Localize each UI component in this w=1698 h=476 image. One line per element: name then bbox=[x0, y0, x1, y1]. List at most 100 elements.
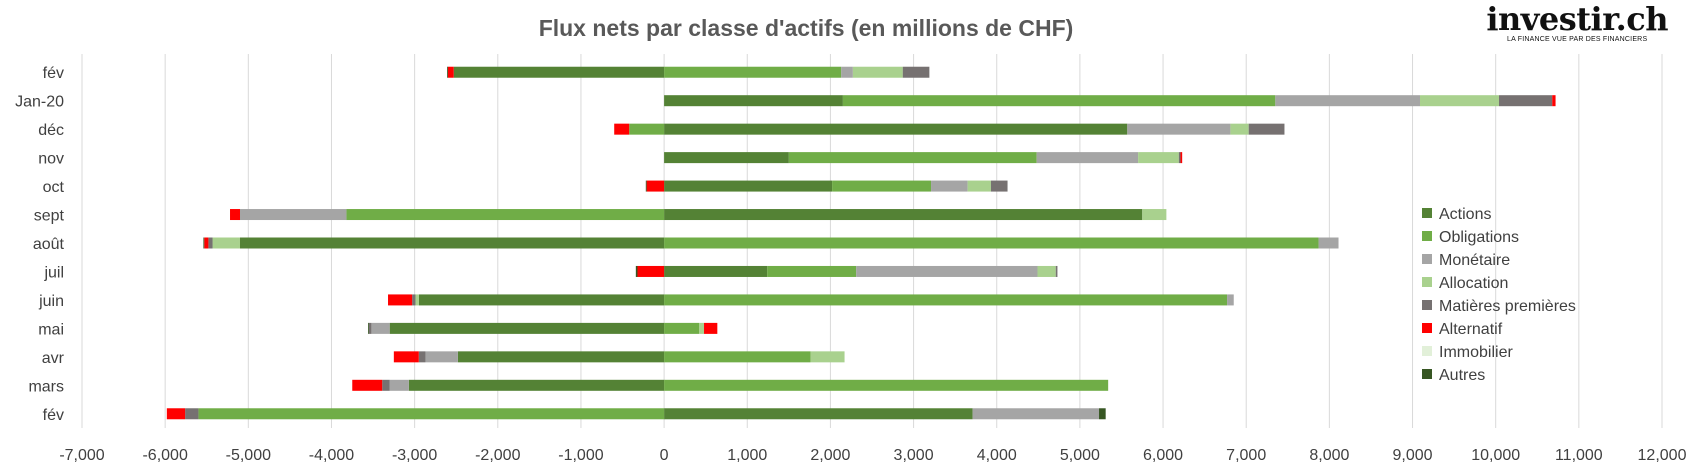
bar-segment-matieres-premieres bbox=[412, 294, 416, 306]
bar-segment-actions bbox=[240, 237, 665, 249]
bar-segment-obligations bbox=[664, 322, 700, 334]
bar-segment-monetaire bbox=[931, 180, 968, 192]
legend-label: Actions bbox=[1439, 206, 1491, 223]
bar-segment-matieres-premieres bbox=[1178, 152, 1181, 164]
bar-segment-obligations bbox=[788, 152, 1037, 164]
bar-segment-obligations bbox=[767, 265, 857, 277]
category-label: déc bbox=[38, 122, 64, 139]
legend-label: Monétaire bbox=[1439, 252, 1510, 269]
bar-segment-alternatif bbox=[388, 294, 413, 306]
x-tick-label: 1,000 bbox=[727, 447, 767, 464]
bar-segment-matieres-premieres bbox=[382, 379, 390, 391]
legend-label: Autres bbox=[1439, 367, 1485, 384]
bar-segment-obligations bbox=[664, 351, 811, 363]
bar-segment-alternatif bbox=[393, 351, 419, 363]
logo-name: investir.ch bbox=[1486, 0, 1668, 38]
bar-segment-autres bbox=[368, 322, 369, 334]
category-label: juil bbox=[43, 264, 64, 281]
bar-segment-monetaire bbox=[240, 209, 347, 221]
legend-swatch bbox=[1422, 208, 1432, 218]
x-tick-label: 8,000 bbox=[1309, 447, 1349, 464]
category-label: mars bbox=[28, 378, 64, 395]
bar-segment-monetaire bbox=[371, 322, 390, 334]
x-tick-label: 5,000 bbox=[1060, 447, 1100, 464]
category-label: avr bbox=[42, 350, 65, 367]
x-tick-label: -3,000 bbox=[392, 447, 437, 464]
bar-segment-actions bbox=[664, 123, 1128, 135]
bar-segment-allocation bbox=[1420, 95, 1500, 107]
legend-label: Obligations bbox=[1439, 229, 1519, 246]
bar-segment-obligations bbox=[832, 180, 932, 192]
bar-segment-allocation bbox=[1138, 152, 1179, 164]
bar-segment-actions bbox=[664, 265, 768, 277]
bar-segment-actions bbox=[664, 408, 973, 420]
legend-swatch bbox=[1422, 346, 1432, 356]
bar-segment-allocation bbox=[1230, 123, 1249, 135]
x-tick-label: -7,000 bbox=[59, 447, 104, 464]
bar-segment-autres bbox=[447, 66, 448, 78]
x-tick-label: -5,000 bbox=[226, 447, 271, 464]
x-tick-label: 4,000 bbox=[977, 447, 1017, 464]
bar-segment-alternatif bbox=[230, 209, 240, 221]
category-labels: fév Jan-20 déc nov oct sept août juil juin mai avr… bbox=[15, 65, 65, 424]
x-tick-label: -6,000 bbox=[142, 447, 187, 464]
bar-segment-monetaire bbox=[856, 265, 1038, 277]
bar-segment-allocation bbox=[1037, 265, 1056, 277]
bar-segment-alternatif bbox=[637, 265, 665, 277]
bar-segment-alternatif bbox=[646, 180, 665, 192]
bar-segment-autres bbox=[203, 237, 205, 249]
legend-label: Matières premières bbox=[1439, 298, 1576, 315]
bar-segment-matieres-premieres bbox=[1248, 123, 1285, 135]
bar-segment-alternatif bbox=[614, 123, 630, 135]
bar-segment-allocation bbox=[415, 294, 419, 306]
x-tick-label: 12,000 bbox=[1638, 447, 1687, 464]
bar-segment-alternatif bbox=[447, 66, 454, 78]
legend: Actions Obligations Monétaire Allocation Mat… bbox=[1422, 206, 1576, 384]
bar-segment-matieres-premieres bbox=[208, 237, 213, 249]
category-label: nov bbox=[38, 151, 64, 168]
bar-segment-actions bbox=[664, 209, 1143, 221]
chart-title: Flux nets par classe d'actifs (en millio… bbox=[539, 15, 1074, 41]
bar-segment-obligations bbox=[664, 379, 1109, 391]
bar-segment-monetaire bbox=[1227, 294, 1234, 306]
bar-segment-actions bbox=[457, 351, 665, 363]
bar-segment-monetaire bbox=[1318, 237, 1339, 249]
bar-segment-obligations bbox=[664, 66, 842, 78]
category-label: sept bbox=[34, 208, 65, 225]
bar-segment-allocation bbox=[1142, 209, 1167, 221]
bars-group bbox=[166, 66, 1556, 420]
category-label: mai bbox=[38, 321, 64, 338]
bar-segment-obligations bbox=[842, 95, 1276, 107]
x-tick-label: 3,000 bbox=[894, 447, 934, 464]
bar-segment-matieres-premieres bbox=[185, 408, 199, 420]
x-tick-label: -1,000 bbox=[558, 447, 603, 464]
bar-segment-monetaire bbox=[841, 66, 853, 78]
x-axis-ticks: -7,000 -6,000 -5,000 -4,000 -3,000 -2,000 -1,0… bbox=[59, 447, 1686, 464]
bar-segment-monetaire bbox=[425, 351, 458, 363]
bar-segment-allocation bbox=[699, 322, 705, 334]
bar-segment-alternatif bbox=[1552, 95, 1556, 107]
bar-segment-actions bbox=[408, 379, 665, 391]
x-tick-label: 10,000 bbox=[1471, 447, 1520, 464]
bar-segment-monetaire bbox=[1036, 152, 1139, 164]
x-tick-label: -4,000 bbox=[309, 447, 354, 464]
bar-segment-obligations bbox=[346, 209, 665, 221]
bar-segment-alternatif bbox=[704, 322, 718, 334]
legend-label: Allocation bbox=[1439, 275, 1508, 292]
bar-segment-matieres-premieres bbox=[418, 351, 426, 363]
legend-swatch bbox=[1422, 323, 1432, 333]
bar-segment-alternatif bbox=[352, 379, 383, 391]
category-label: fév bbox=[43, 407, 64, 424]
bar-segment-actions bbox=[418, 294, 665, 306]
bar-segment-matieres-premieres bbox=[1055, 265, 1058, 277]
logo-tagline: LA FINANCE VUE PAR DES FINANCIERS bbox=[1507, 36, 1648, 43]
category-label: fév bbox=[43, 65, 64, 82]
bar-segment-actions bbox=[453, 66, 665, 78]
x-tick-label: 6,000 bbox=[1143, 447, 1183, 464]
legend-swatch bbox=[1422, 254, 1432, 264]
bar-segment-allocation bbox=[212, 237, 240, 249]
bar-segment-matieres-premieres bbox=[368, 322, 372, 334]
category-label: Jan-20 bbox=[15, 94, 64, 111]
bar-segment-monetaire bbox=[389, 379, 409, 391]
